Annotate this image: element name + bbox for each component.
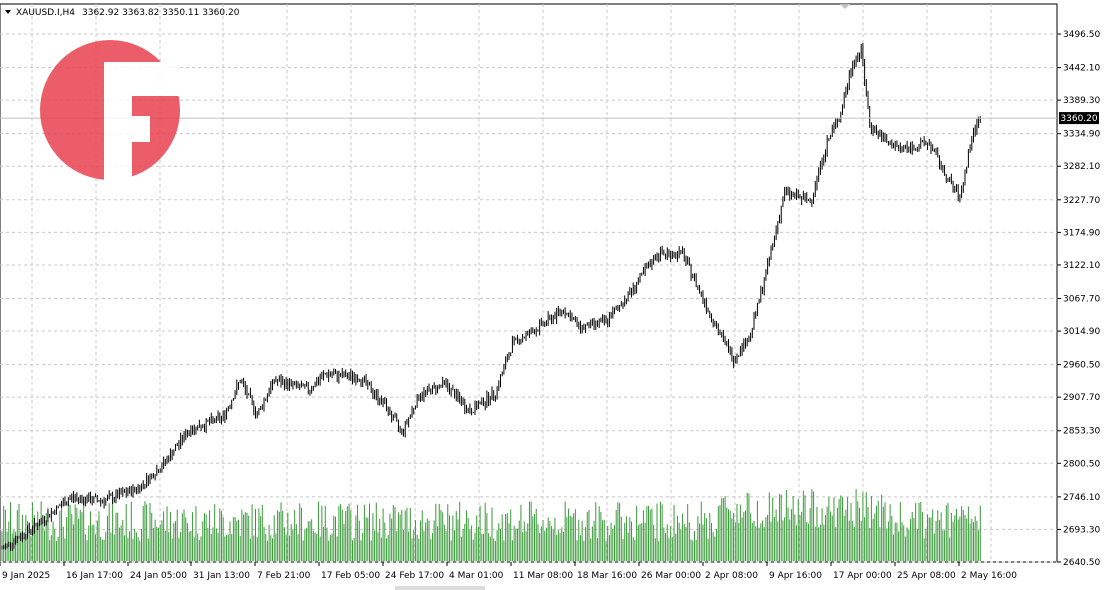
time-tick-label: 4 Mar 01:00	[449, 571, 504, 581]
time-tick-label: 18 Mar 16:00	[577, 571, 637, 581]
price-tick-label: 2746.10	[1063, 493, 1100, 503]
price-tick-label: 2800.50	[1063, 459, 1100, 469]
price-tick-label: 3122.10	[1063, 261, 1100, 271]
chart-shift-marker-icon[interactable]	[840, 4, 850, 9]
price-tick-label: 3442.10	[1063, 64, 1100, 74]
current-price-label: 3360.20	[1060, 114, 1097, 124]
price-tick-label: 2907.70	[1063, 393, 1100, 403]
price-tick-label: 2693.30	[1063, 525, 1100, 535]
time-tick-label: 9 Jan 2025	[2, 571, 50, 581]
time-tick-label: 24 Jan 05:00	[130, 571, 187, 581]
ohlc-values: 3362.92 3363.82 3350.11 3360.20	[82, 8, 240, 18]
time-tick-label: 17 Apr 00:00	[833, 571, 892, 581]
volume-bars	[1, 489, 981, 561]
time-tick-label: 2 May 16:00	[961, 571, 1017, 581]
triangle-down-icon[interactable]	[5, 10, 11, 14]
grid	[0, 4, 1057, 563]
time-tick-label: 9 Apr 16:00	[769, 571, 822, 581]
time-tick-label: 7 Feb 21:00	[257, 571, 311, 581]
price-tick-label: 2960.50	[1063, 361, 1100, 371]
time-tick-label: 17 Feb 05:00	[321, 571, 380, 581]
price-tick-label: 3334.90	[1063, 130, 1100, 140]
price-tick-label: 3389.30	[1063, 96, 1100, 106]
symbol-label: XAUUSD.I,H4	[16, 8, 75, 18]
horizontal-scrollbar[interactable]	[395, 586, 485, 590]
current-price-label-bg	[1059, 112, 1099, 125]
price-tick-label: 3014.90	[1063, 327, 1100, 337]
price-tick-label: 3496.50	[1063, 30, 1100, 40]
broker-logo	[40, 40, 180, 182]
time-tick-label: 31 Jan 13:00	[193, 571, 250, 581]
time-axis: 9 Jan 2025 16 Jan 17:00 24 Jan 05:00 31 Jan…	[0, 562, 1017, 581]
time-tick-label: 11 Mar 08:00	[513, 571, 573, 581]
price-tick-label: 2640.50	[1063, 558, 1100, 568]
price-tick-label: 3227.70	[1063, 196, 1100, 206]
price-tick-label: 2853.30	[1063, 427, 1100, 437]
price-axis: 3496.50 3442.10 3389.30 3334.90 3282.10 3227.…	[1057, 30, 1100, 568]
chart-header: XAUUSD.I,H4 3362.92 3363.82 3350.11 3360…	[5, 8, 240, 18]
price-tick-label: 3067.70	[1063, 294, 1100, 304]
time-tick-label: 24 Feb 17:00	[385, 571, 444, 581]
time-tick-label: 25 Apr 08:00	[897, 571, 956, 581]
price-tick-label: 3174.90	[1063, 228, 1100, 238]
time-tick-label: 26 Mar 00:00	[641, 571, 701, 581]
time-tick-label: 16 Jan 17:00	[66, 571, 123, 581]
price-tick-label: 3282.10	[1063, 162, 1100, 172]
time-tick-label: 2 Apr 08:00	[705, 571, 758, 581]
ohlc-bars	[1, 42, 981, 551]
